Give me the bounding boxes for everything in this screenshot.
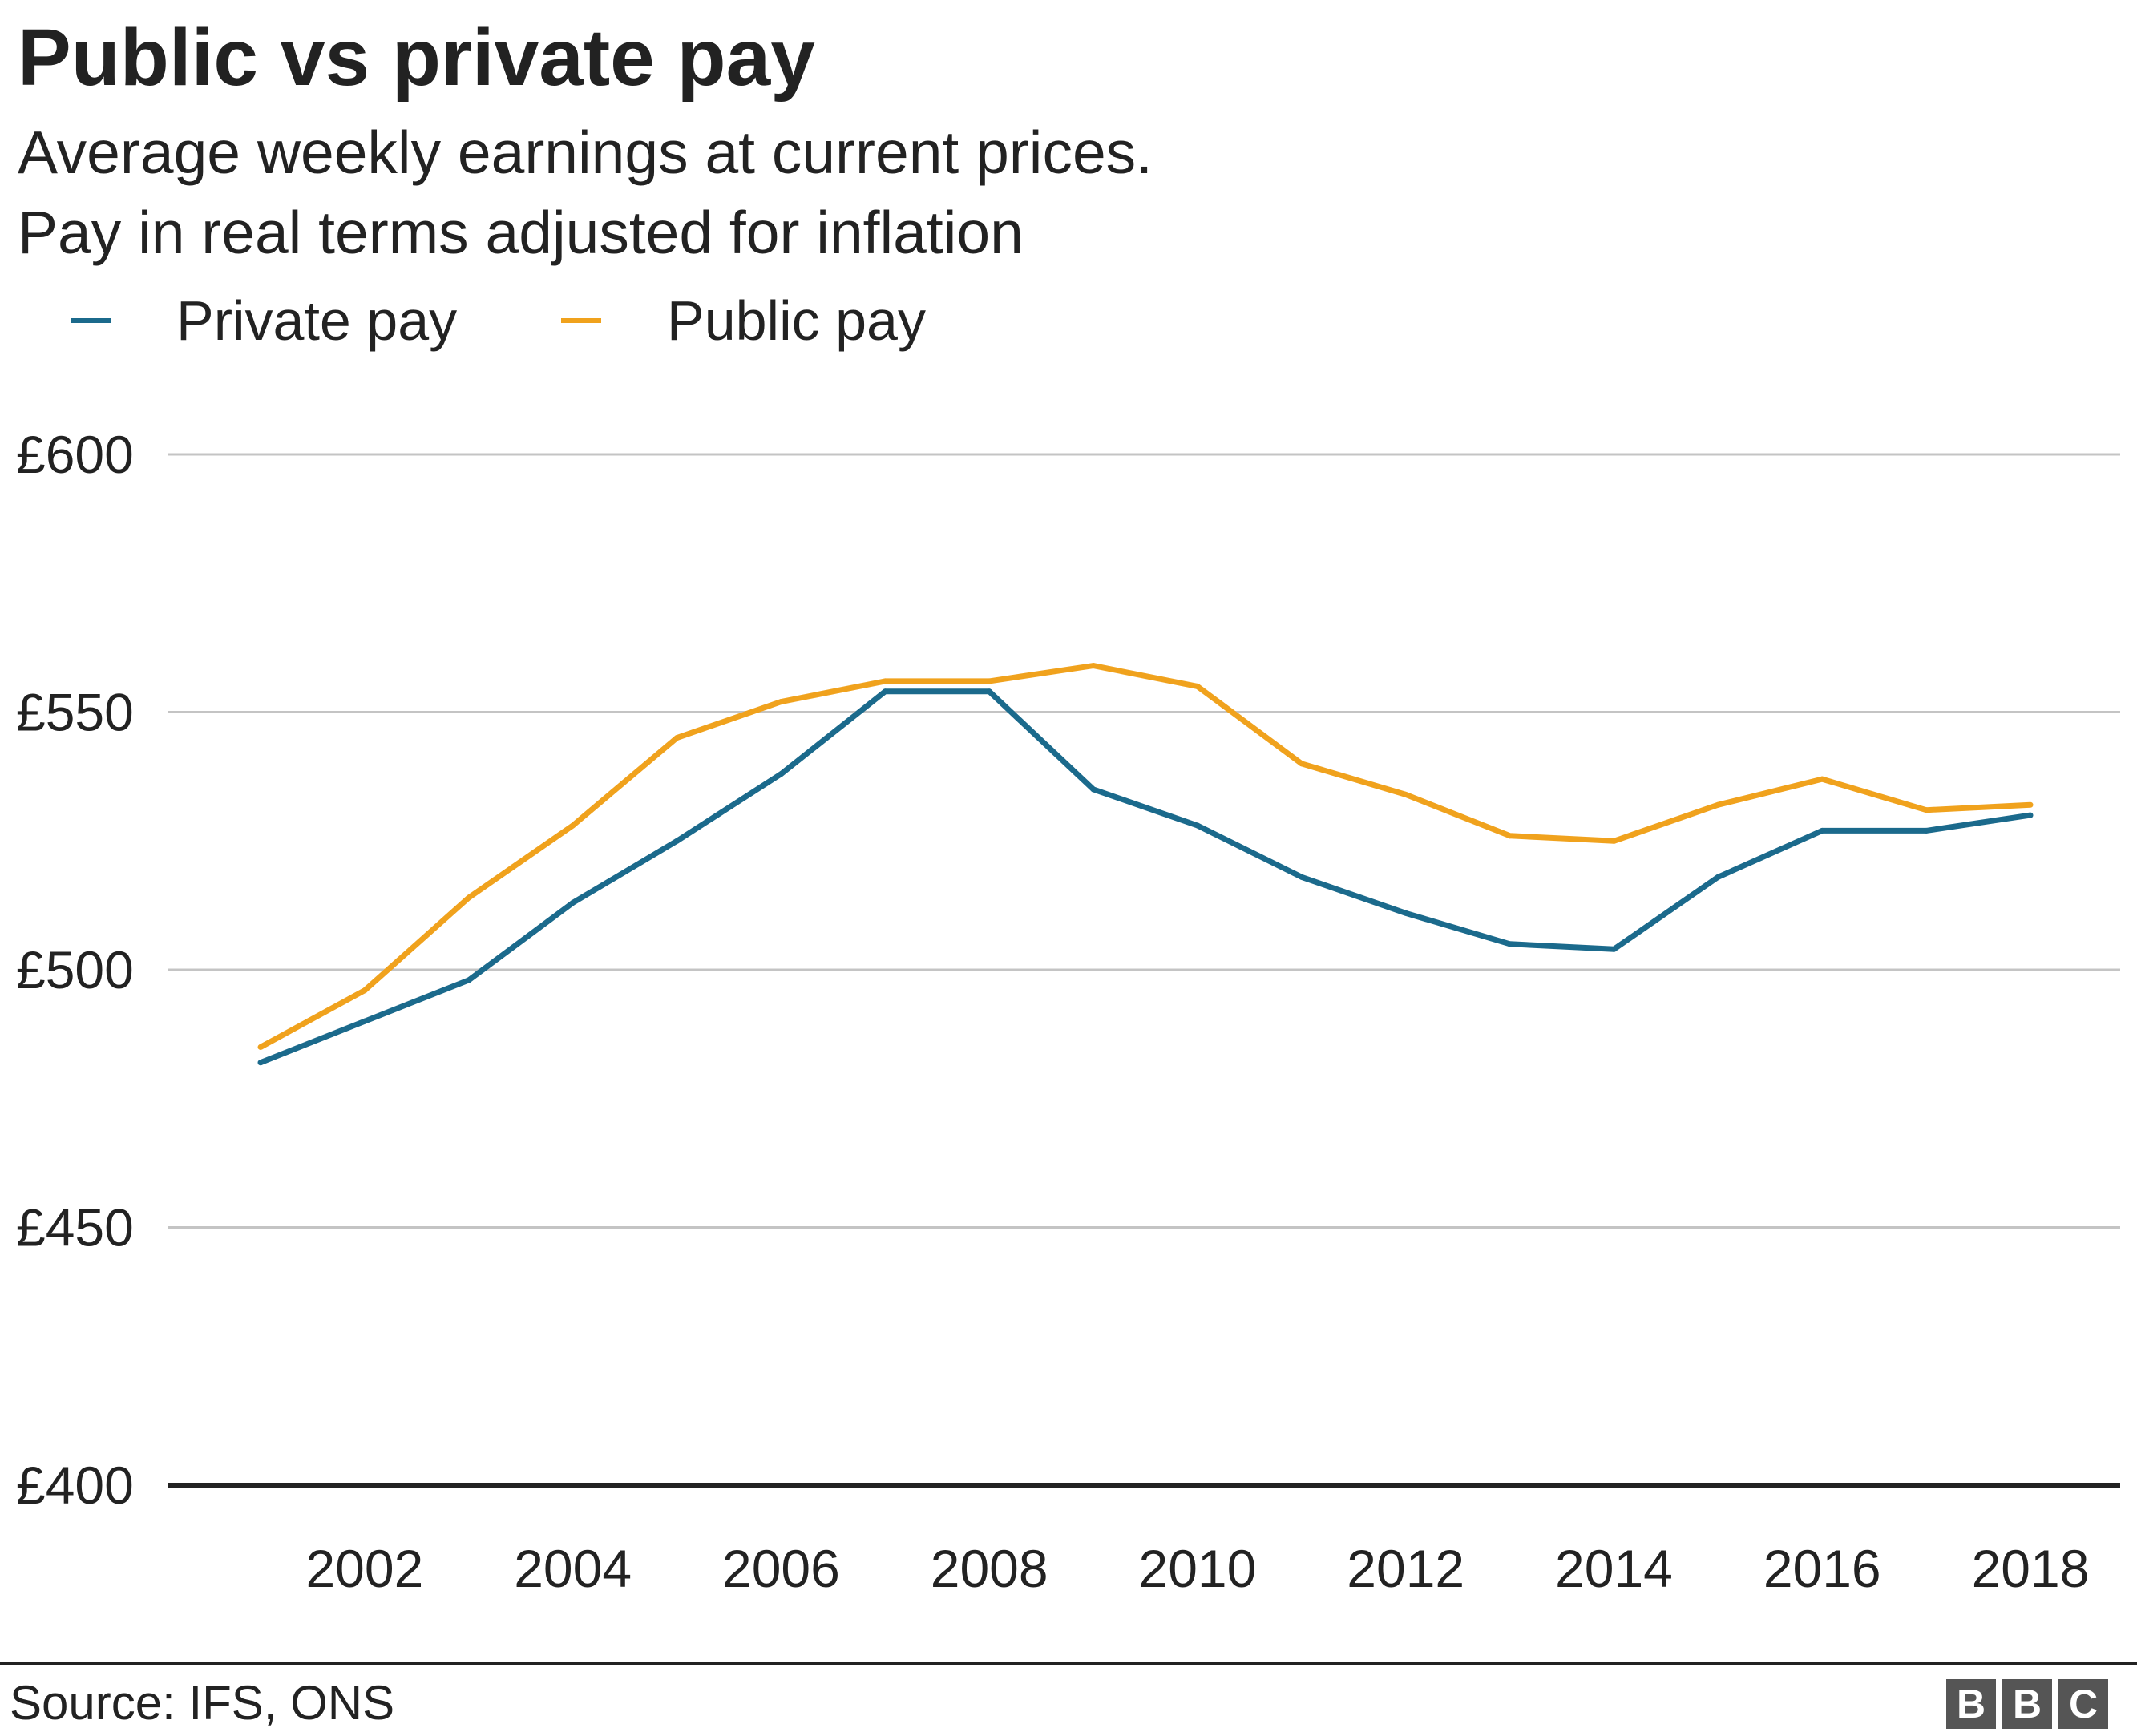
data-point-private-pay-2018 — [2027, 812, 2034, 818]
x-tick-label-2002: 2002 — [305, 1539, 423, 1598]
subtitle-line-1: Average weekly earnings at current price… — [18, 119, 1153, 186]
data-point-private-pay-2006 — [778, 771, 784, 777]
data-point-private-pay-2015 — [1715, 874, 1721, 880]
data-point-public-pay-2006 — [778, 699, 784, 705]
data-point-public-pay-2015 — [1715, 801, 1721, 808]
y-tick-label-500: £500 — [16, 940, 134, 999]
x-tick-label-2004: 2004 — [514, 1539, 632, 1598]
legend-label-private-pay: Private pay — [176, 289, 458, 352]
y-tick-label-600: £600 — [16, 425, 134, 484]
data-point-private-pay-2009 — [1090, 786, 1097, 793]
legend-item-private-pay: Private pay — [71, 281, 457, 361]
data-point-private-pay-2001 — [257, 1060, 264, 1066]
chart-title: Public vs private pay — [18, 13, 815, 103]
y-tick-label-550: £550 — [16, 683, 134, 742]
data-point-public-pay-2002 — [362, 987, 368, 994]
x-tick-label-2012: 2012 — [1347, 1539, 1464, 1598]
data-point-public-pay-2010 — [1194, 683, 1201, 689]
data-point-public-pay-2018 — [2027, 801, 2034, 808]
legend-item-public-pay: Public pay — [561, 281, 926, 361]
data-point-public-pay-2005 — [674, 735, 681, 741]
data-point-private-pay-2014 — [1610, 946, 1617, 952]
legend: Private pay Public pay — [0, 281, 1122, 361]
data-point-public-pay-2012 — [1403, 791, 1409, 797]
footer-divider — [0, 1662, 2137, 1665]
data-point-private-pay-2007 — [882, 688, 888, 695]
legend-swatch-private-pay — [71, 318, 111, 323]
data-point-public-pay-2009 — [1090, 663, 1097, 669]
x-tick-label-2010: 2010 — [1139, 1539, 1257, 1598]
logo-letter-b1: B — [1946, 1679, 1996, 1729]
data-point-private-pay-2008 — [986, 688, 992, 695]
data-point-private-pay-2012 — [1403, 910, 1409, 916]
data-point-public-pay-2017 — [1923, 807, 1929, 813]
data-point-public-pay-2011 — [1299, 761, 1305, 767]
data-point-private-pay-2002 — [362, 1018, 368, 1024]
logo-letter-c: C — [2058, 1679, 2108, 1729]
data-point-private-pay-2013 — [1507, 941, 1513, 947]
data-point-public-pay-2013 — [1507, 833, 1513, 839]
series-line-public-pay — [259, 663, 2031, 1050]
subtitle-line-2: Pay in real terms adjusted for inflation — [18, 199, 1024, 266]
series-line-private-pay — [259, 688, 2031, 1065]
data-point-public-pay-2008 — [986, 678, 992, 684]
x-tick-label-2008: 2008 — [931, 1539, 1048, 1598]
data-point-public-pay-2007 — [882, 678, 888, 684]
data-point-public-pay-2001 — [257, 1044, 264, 1050]
x-tick-label-2018: 2018 — [1972, 1539, 2090, 1598]
bbc-logo: B B C — [1940, 1679, 2108, 1729]
data-point-private-pay-2017 — [1923, 827, 1929, 834]
y-tick-label-450: £450 — [16, 1198, 134, 1258]
data-point-private-pay-2003 — [466, 977, 472, 983]
data-point-private-pay-2004 — [570, 899, 576, 906]
logo-letter-b2: B — [2002, 1679, 2052, 1729]
data-point-public-pay-2003 — [466, 894, 472, 901]
data-point-private-pay-2005 — [674, 838, 681, 844]
data-point-public-pay-2016 — [1819, 776, 1825, 782]
x-tick-label-2006: 2006 — [722, 1539, 840, 1598]
chart-subtitle: Average weekly earnings at current price… — [18, 112, 1153, 273]
data-point-public-pay-2014 — [1610, 838, 1617, 844]
data-point-private-pay-2011 — [1299, 874, 1305, 880]
source-note: Source: IFS, ONS — [10, 1676, 395, 1730]
data-point-public-pay-2004 — [570, 822, 576, 829]
x-tick-label-2014: 2014 — [1555, 1539, 1673, 1598]
legend-swatch-public-pay — [561, 318, 601, 323]
data-point-private-pay-2010 — [1194, 822, 1201, 829]
y-tick-label-400: £400 — [16, 1455, 134, 1515]
legend-label-public-pay: Public pay — [667, 289, 926, 352]
data-point-private-pay-2016 — [1819, 827, 1825, 834]
x-tick-label-2016: 2016 — [1763, 1539, 1881, 1598]
